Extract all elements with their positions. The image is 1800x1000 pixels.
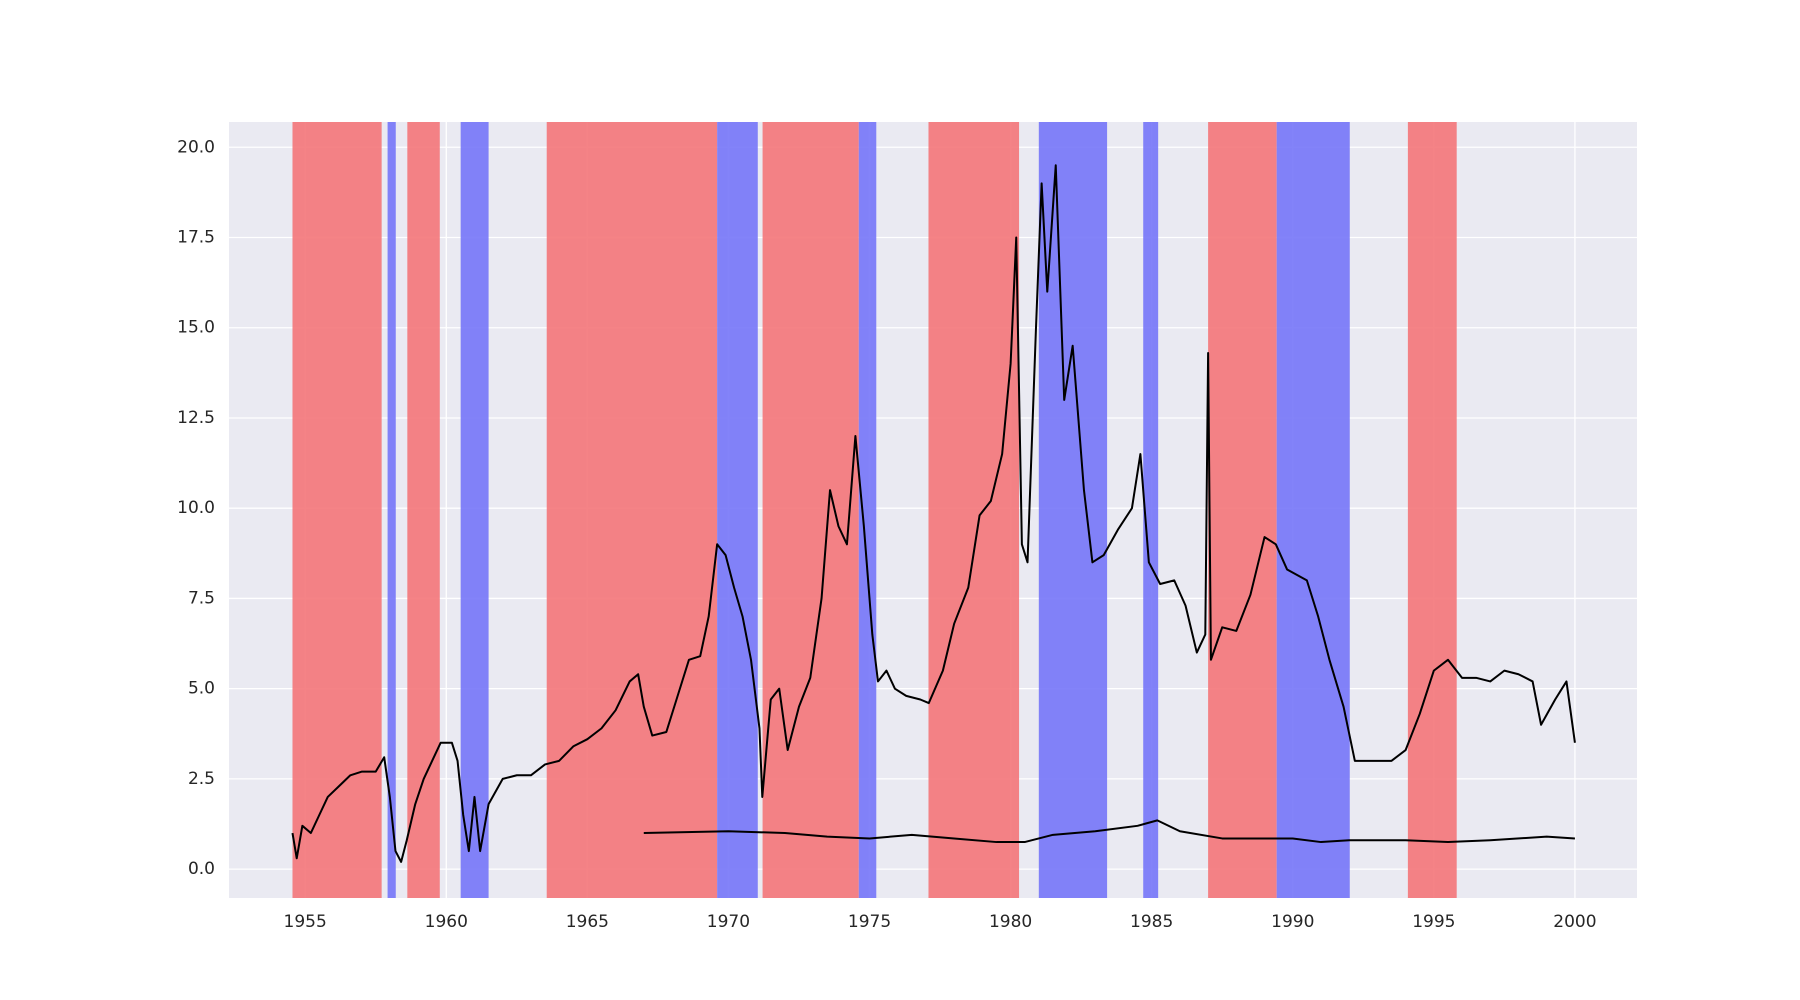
x-tick-label: 1985 bbox=[1130, 912, 1173, 932]
x-tick-label: 1980 bbox=[989, 912, 1032, 932]
y-tick-label: 0.0 bbox=[188, 859, 215, 879]
y-tick-label: 5.0 bbox=[188, 679, 215, 699]
y-tick-label: 17.5 bbox=[177, 227, 215, 247]
shaded-span bbox=[1276, 122, 1350, 898]
data-line bbox=[291, 164, 1576, 863]
x-tick-label: 1965 bbox=[566, 912, 609, 932]
shaded-span bbox=[1407, 122, 1457, 898]
y-tick-label: 7.5 bbox=[188, 588, 215, 608]
x-tick-label: 1995 bbox=[1412, 912, 1455, 932]
x-tick-label: 1990 bbox=[1271, 912, 1314, 932]
shaded-span bbox=[1208, 122, 1277, 898]
shaded-span bbox=[387, 122, 396, 898]
shaded-span bbox=[928, 122, 1020, 898]
shaded-span bbox=[858, 122, 877, 898]
shaded-span bbox=[1143, 122, 1159, 898]
x-tick-label: 1955 bbox=[284, 912, 327, 932]
shaded-span bbox=[717, 122, 758, 898]
x-tick-label: 1975 bbox=[848, 912, 891, 932]
y-tick-label: 12.5 bbox=[177, 408, 215, 428]
x-tick-label: 1970 bbox=[707, 912, 750, 932]
shaded-span bbox=[1038, 122, 1108, 898]
y-tick-label: 15.0 bbox=[177, 318, 215, 338]
shaded-span bbox=[762, 122, 859, 898]
y-tick-label: 2.5 bbox=[188, 769, 215, 789]
shaded-span bbox=[292, 122, 382, 898]
data-line bbox=[643, 819, 1575, 844]
shaded-span bbox=[407, 122, 440, 898]
y-tick-label: 10.0 bbox=[177, 498, 215, 518]
shaded-span bbox=[546, 122, 718, 898]
shaded-span bbox=[460, 122, 489, 898]
x-tick-label: 2000 bbox=[1553, 912, 1596, 932]
x-tick-label: 1960 bbox=[425, 912, 468, 932]
y-tick-label: 20.0 bbox=[177, 137, 215, 157]
